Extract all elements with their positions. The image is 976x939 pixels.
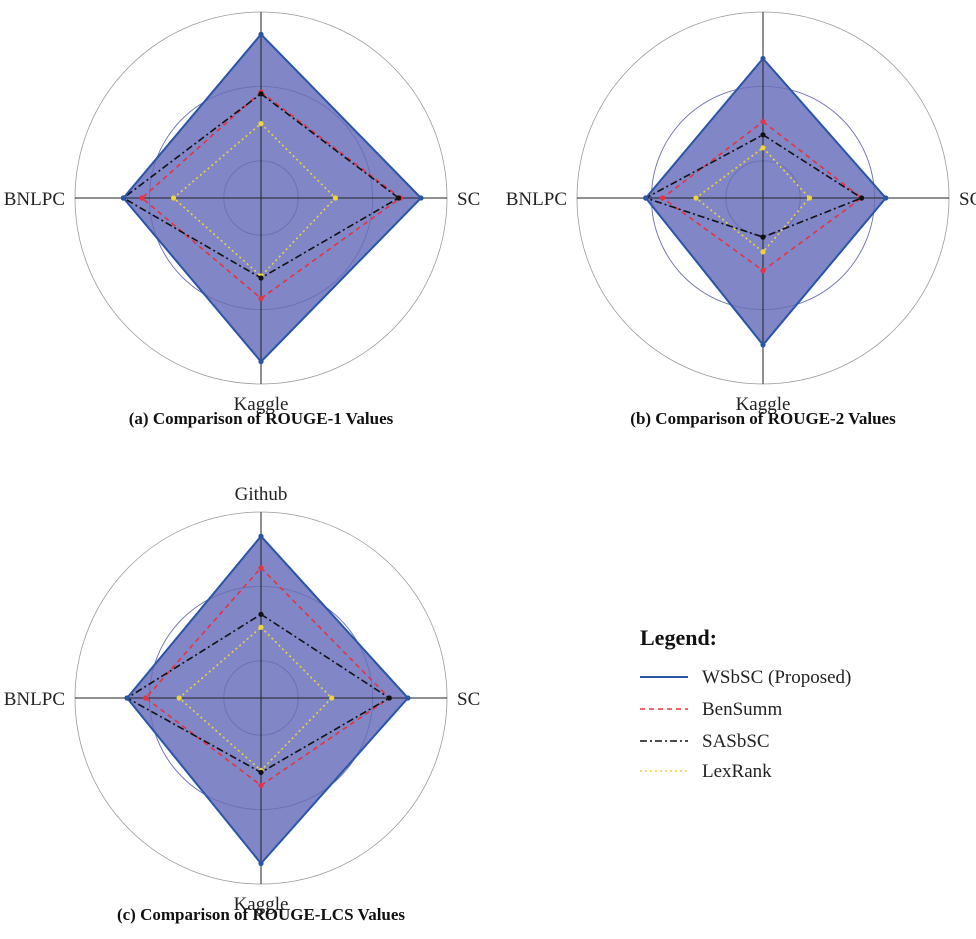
radar-chart-3: Github SC Kaggle BNLPC (c) Comparison of ROU… — [4, 484, 481, 924]
point-sasbsc-sc — [396, 195, 402, 201]
point-lexrank-sc — [806, 195, 813, 201]
point-sasbsc-github — [258, 91, 264, 97]
point-wsbsc-proposed-sc — [405, 695, 411, 701]
legend-label-wsbsc: WSbSC (Proposed) — [702, 667, 851, 688]
legend-title: Legend: — [640, 625, 717, 650]
axis-label-bnlpc: BNLPC — [4, 689, 65, 710]
legend: Legend: WSbSC (Proposed) BenSumm SASbSC … — [640, 625, 851, 782]
axis-label-sc: SC — [959, 189, 976, 210]
radar-chart-1: Github SC Kaggle BNLPC (a) Comparison of ROU… — [4, 0, 481, 428]
axis-label-kaggle: Kaggle — [234, 894, 289, 915]
point-bensumm-github — [760, 119, 766, 125]
wsbsc-area — [127, 536, 408, 864]
point-wsbsc-proposed-sc — [883, 195, 889, 201]
point-wsbsc-proposed-kaggle — [258, 359, 264, 365]
point-wsbsc-proposed-bnlpc — [124, 695, 130, 701]
point-wsbsc-proposed-bnlpc — [643, 195, 649, 201]
series-line-sasbsc — [643, 133, 864, 238]
point-wsbsc-proposed-kaggle — [760, 342, 766, 348]
point-lexrank-github — [258, 121, 264, 127]
point-lexrank-sc — [329, 695, 335, 701]
point-sasbsc-kaggle — [258, 769, 264, 776]
point-bensumm-bnlpc — [660, 195, 666, 201]
point-sasbsc-github — [760, 132, 766, 138]
axis-label-sc: SC — [457, 189, 480, 210]
point-sasbsc-sc — [859, 195, 865, 201]
point-lexrank-github — [258, 624, 264, 630]
series-line-lexrank — [172, 122, 337, 278]
point-lexrank-bnlpc — [176, 695, 182, 701]
chart-caption: (b) Comparison of ROUGE-2 Values — [630, 409, 896, 428]
point-wsbsc-proposed-github — [760, 55, 766, 62]
axis-label-kaggle: Kaggle — [234, 394, 289, 415]
point-wsbsc-proposed-github — [258, 533, 264, 539]
chart-caption: (c) Comparison of ROUGE-LCS Values — [117, 905, 405, 924]
axis-label-github: Github — [737, 0, 790, 5]
point-lexrank-bnlpc — [171, 195, 177, 201]
axis-label-kaggle: Kaggle — [736, 394, 791, 415]
point-bensumm-bnlpc — [139, 195, 145, 201]
series-line-lexrank — [694, 146, 811, 254]
legend-label-sasbsc: SASbSC — [702, 731, 770, 752]
point-sasbsc-sc — [386, 695, 392, 701]
axis-label-github: Github — [235, 0, 288, 5]
point-sasbsc-github — [258, 611, 264, 617]
point-lexrank-kaggle — [760, 249, 766, 255]
legend-label-lexrank: LexRank — [702, 761, 772, 782]
point-bensumm-bnlpc — [143, 695, 149, 701]
series-line-bensumm — [144, 566, 391, 787]
point-lexrank-github — [760, 145, 766, 151]
point-bensumm-kaggle — [258, 782, 264, 789]
point-bensumm-kaggle — [258, 295, 264, 301]
axis-label-bnlpc: BNLPC — [4, 189, 65, 210]
axis-label-sc: SC — [457, 689, 480, 710]
point-wsbsc-proposed-bnlpc — [120, 195, 126, 201]
point-lexrank-bnlpc — [693, 195, 699, 201]
axis-label-bnlpc: BNLPC — [506, 189, 567, 210]
point-bensumm-github — [258, 565, 264, 571]
point-wsbsc-proposed-sc — [418, 195, 424, 201]
axis-label-github: Github — [235, 484, 288, 505]
point-sasbsc-kaggle — [258, 275, 264, 281]
point-lexrank-sc — [332, 195, 338, 201]
point-bensumm-kaggle — [760, 267, 766, 274]
chart-caption: (a) Comparison of ROUGE-1 Values — [129, 409, 394, 428]
legend-label-bensumm: BenSumm — [702, 699, 782, 720]
point-sasbsc-kaggle — [760, 234, 766, 240]
radar-charts: Github SC Kaggle BNLPC (a) Comparison of ROU… — [4, 0, 976, 924]
radar-chart-2: Github SC Kaggle BNLPC (b) Comparison of ROU… — [506, 0, 976, 428]
wsbsc-area — [645, 58, 886, 345]
point-wsbsc-proposed-kaggle — [258, 860, 264, 867]
point-wsbsc-proposed-github — [258, 31, 264, 37]
